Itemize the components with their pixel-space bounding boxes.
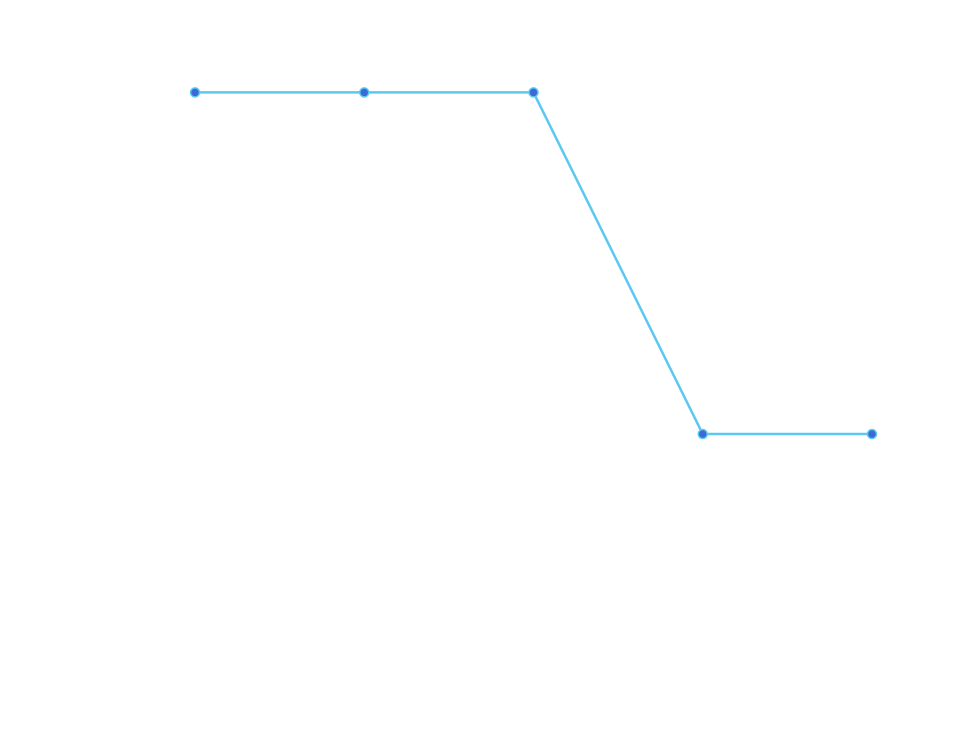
series-layer xyxy=(189,87,878,440)
data-point[interactable] xyxy=(528,87,539,98)
data-point[interactable] xyxy=(866,428,878,440)
data-point[interactable] xyxy=(359,87,370,98)
series-line xyxy=(195,91,872,436)
data-point[interactable] xyxy=(697,428,708,440)
data-point[interactable] xyxy=(189,87,201,98)
